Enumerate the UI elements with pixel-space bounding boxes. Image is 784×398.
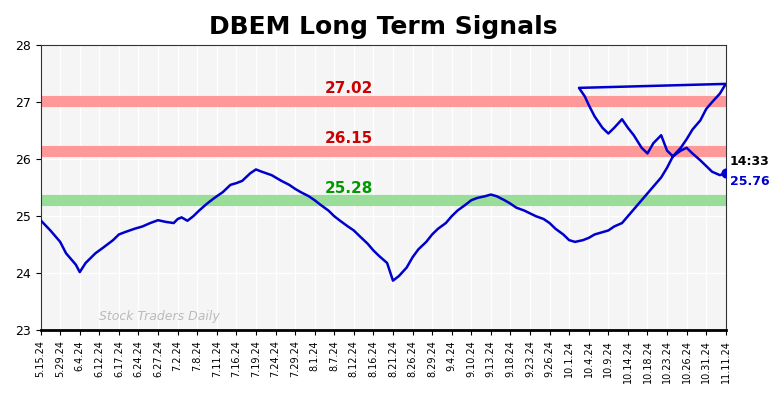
Text: 27.02: 27.02 <box>325 82 373 96</box>
Text: 26.15: 26.15 <box>325 131 372 146</box>
Text: 25.76: 25.76 <box>730 175 769 187</box>
Text: Stock Traders Daily: Stock Traders Daily <box>100 310 220 322</box>
Text: 25.28: 25.28 <box>325 181 373 196</box>
Text: 14:33: 14:33 <box>730 155 769 168</box>
Point <box>720 170 732 176</box>
Title: DBEM Long Term Signals: DBEM Long Term Signals <box>209 15 557 39</box>
